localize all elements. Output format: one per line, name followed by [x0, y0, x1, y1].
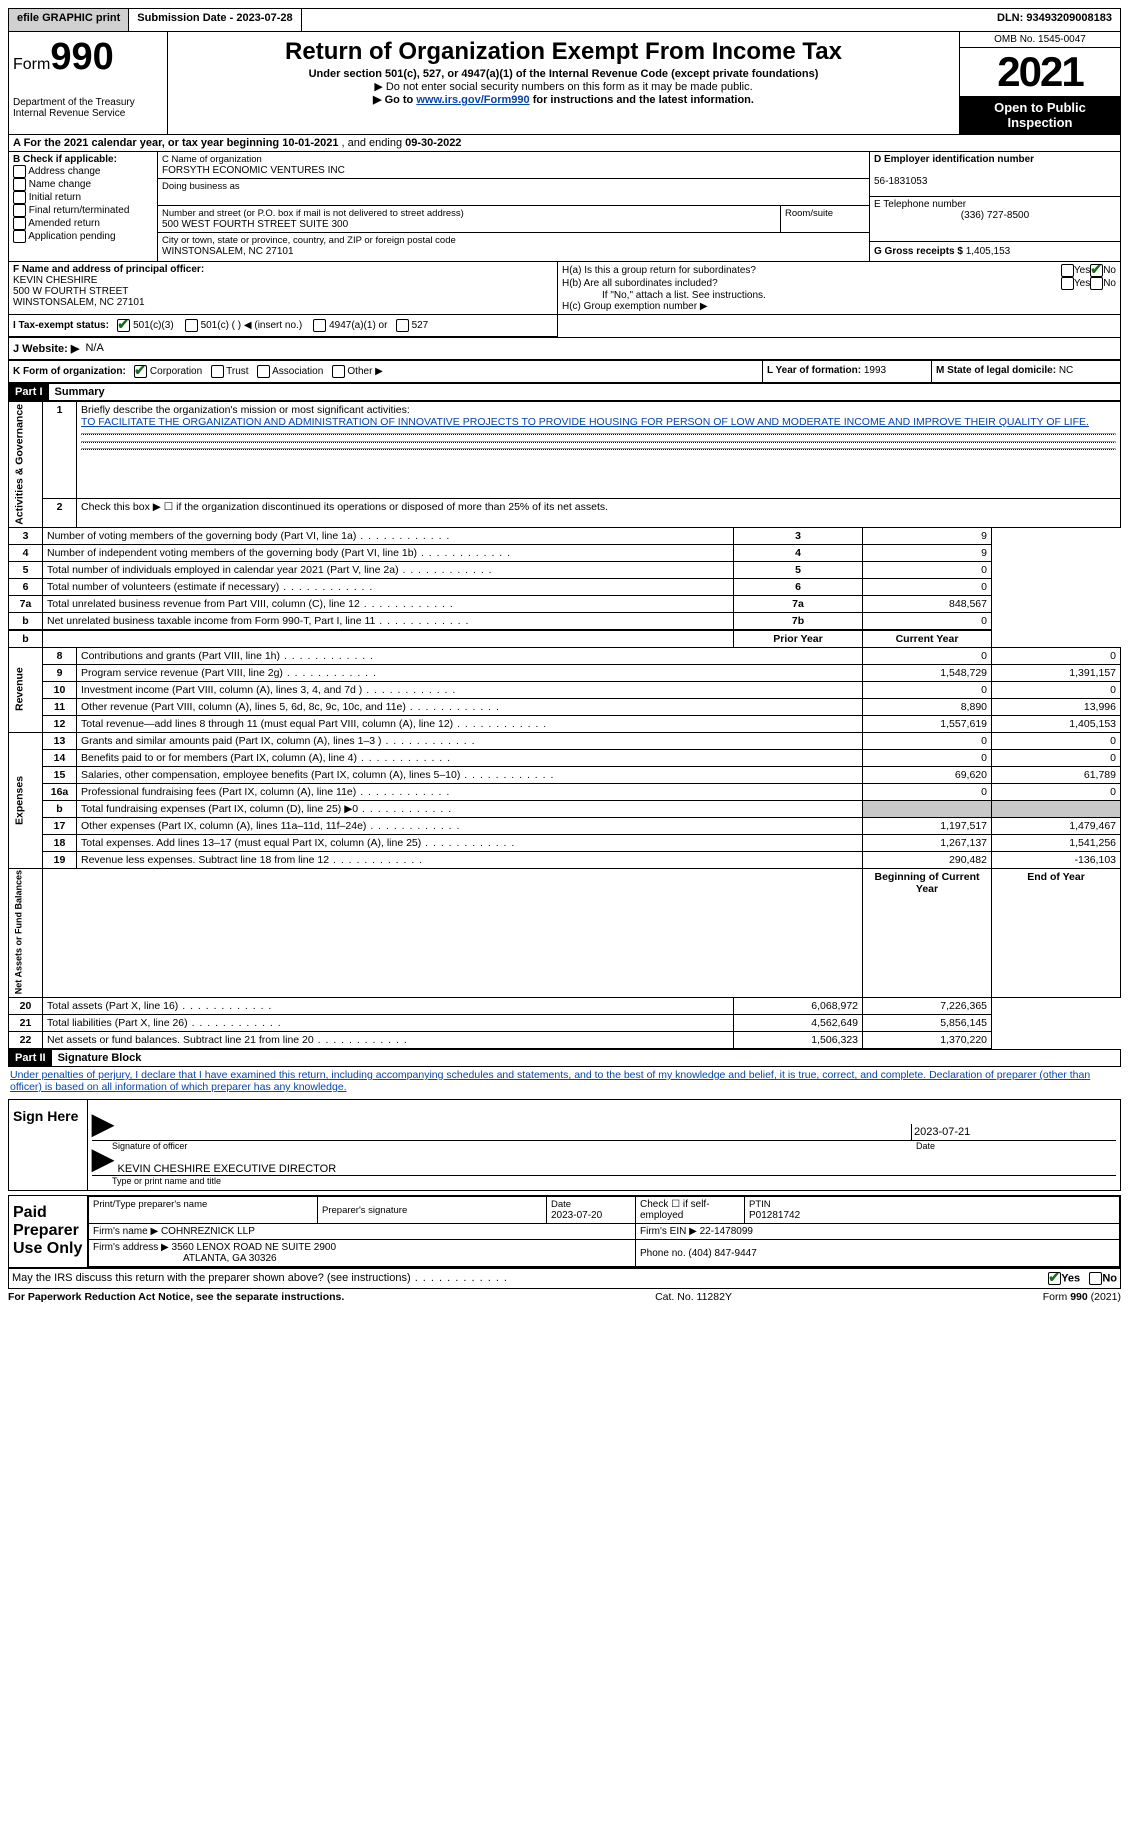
summary-row: 12Total revenue—add lines 8 through 11 (… — [9, 715, 1121, 732]
tax-year: 2021 — [960, 48, 1120, 96]
officer-name: KEVIN CHESHIRE — [13, 275, 97, 286]
section-j: J Website: ▶ N/A — [8, 337, 1121, 360]
ptin: P01281742 — [749, 1210, 800, 1221]
section-klm: K Form of organization: Corporation Trus… — [8, 360, 1121, 383]
page-footer: For Paperwork Reduction Act Notice, see … — [8, 1289, 1121, 1303]
efile-button[interactable]: efile GRAPHIC print — [9, 9, 129, 31]
summary-row: 10Investment income (Part VIII, column (… — [9, 681, 1121, 698]
checkbox-option[interactable]: Final return/terminated — [13, 204, 153, 217]
summary-row: 16aProfessional fundraising fees (Part I… — [9, 783, 1121, 800]
mission-text: TO FACILITATE THE ORGANIZATION AND ADMIN… — [81, 416, 1089, 428]
summary-row: 7aTotal unrelated business revenue from … — [9, 595, 1121, 612]
summary-row: 19Revenue less expenses. Subtract line 1… — [9, 851, 1121, 868]
note-link: ▶ Go to www.irs.gov/Form990 for instruct… — [172, 93, 955, 106]
dln: DLN: 93493209008183 — [989, 9, 1120, 31]
sign-here-block: Sign Here ▶ 2023-07-21 Signature of offi… — [8, 1099, 1121, 1191]
section-i: I Tax-exempt status: 501(c)(3) 501(c) ( … — [8, 314, 1121, 337]
perjury-declaration: Under penalties of perjury, I declare th… — [8, 1067, 1121, 1095]
checkbox-option[interactable]: Name change — [13, 178, 153, 191]
ein: 56-1831053 — [874, 176, 927, 187]
part2-header: Part IISignature Block — [8, 1049, 1121, 1067]
summary-row: 9Program service revenue (Part VIII, lin… — [9, 664, 1121, 681]
summary-row: 6Total number of volunteers (estimate if… — [9, 578, 1121, 595]
sig-date: 2023-07-21 — [914, 1126, 970, 1138]
section-b: B Check if applicable: Address change Na… — [9, 152, 158, 261]
section-c: C Name of organization FORSYTH ECONOMIC … — [158, 152, 870, 261]
vlabel-activities: Activities & Governance — [9, 402, 43, 528]
discuss-row: May the IRS discuss this return with the… — [8, 1268, 1121, 1289]
form-header: Form990 Department of the Treasury Inter… — [8, 32, 1121, 134]
part1-header: Part ISummary — [8, 383, 1121, 401]
submission-date: Submission Date - 2023-07-28 — [129, 9, 301, 31]
summary-row: 11Other revenue (Part VIII, column (A), … — [9, 698, 1121, 715]
summary-row: Expenses13Grants and similar amounts pai… — [9, 732, 1121, 749]
irs-link[interactable]: www.irs.gov/Form990 — [416, 94, 529, 106]
section-d: D Employer identification number 56-1831… — [870, 152, 1120, 261]
form-title: Return of Organization Exempt From Incom… — [172, 38, 955, 66]
summary-row: 3Number of voting members of the governi… — [9, 527, 1121, 544]
summary-row: 22Net assets or fund balances. Subtract … — [9, 1032, 1121, 1049]
summary-row: 5Total number of individuals employed in… — [9, 561, 1121, 578]
checkbox-option[interactable]: Initial return — [13, 191, 153, 204]
gross-receipts: 1,405,153 — [966, 246, 1011, 257]
summary-row: Revenue8Contributions and grants (Part V… — [9, 647, 1121, 664]
summary-row: 18Total expenses. Add lines 13–17 (must … — [9, 834, 1121, 851]
summary-table: Activities & Governance 1 Briefly descri… — [8, 401, 1121, 1049]
phone: (336) 727-8500 — [874, 210, 1116, 221]
officer-print-name: KEVIN CHESHIRE EXECUTIVE DIRECTOR — [114, 1163, 1116, 1175]
summary-row: bNet unrelated business taxable income f… — [9, 612, 1121, 630]
summary-row: 14Benefits paid to or for members (Part … — [9, 749, 1121, 766]
summary-row: bTotal fundraising expenses (Part IX, co… — [9, 800, 1121, 817]
checkbox-option[interactable]: Address change — [13, 165, 153, 178]
open-inspection: Open to Public Inspection — [960, 96, 1120, 134]
note-ssn: ▶ Do not enter social security numbers o… — [172, 80, 955, 93]
form-subtitle: Under section 501(c), 527, or 4947(a)(1)… — [172, 68, 955, 80]
sections-bcd: B Check if applicable: Address change Na… — [8, 151, 1121, 261]
summary-row: 20Total assets (Part X, line 16)6,068,97… — [9, 998, 1121, 1015]
checkbox-option[interactable]: Application pending — [13, 230, 153, 243]
sections-fh: F Name and address of principal officer:… — [8, 261, 1121, 314]
org-name: FORSYTH ECONOMIC VENTURES INC — [162, 165, 345, 176]
org-city: WINSTONSALEM, NC 27101 — [162, 246, 294, 257]
paid-preparer-block: Paid Preparer Use Only Print/Type prepar… — [8, 1195, 1121, 1268]
top-bar: efile GRAPHIC print Submission Date - 20… — [8, 8, 1121, 32]
checkbox-option[interactable]: Amended return — [13, 217, 153, 230]
summary-row: 15Salaries, other compensation, employee… — [9, 766, 1121, 783]
org-street: 500 WEST FOURTH STREET SUITE 300 — [162, 219, 348, 230]
omb-number: OMB No. 1545-0047 — [960, 32, 1120, 48]
summary-row: 4Number of independent voting members of… — [9, 544, 1121, 561]
form-number: Form990 — [13, 36, 163, 79]
line-a: A For the 2021 calendar year, or tax yea… — [8, 134, 1121, 151]
irs-label: Internal Revenue Service — [13, 108, 163, 118]
summary-row: 17Other expenses (Part IX, column (A), l… — [9, 817, 1121, 834]
firm-name: COHNREZNICK LLP — [161, 1226, 255, 1237]
dept-label: Department of the Treasury — [13, 97, 163, 108]
summary-row: 21Total liabilities (Part X, line 26)4,5… — [9, 1015, 1121, 1032]
